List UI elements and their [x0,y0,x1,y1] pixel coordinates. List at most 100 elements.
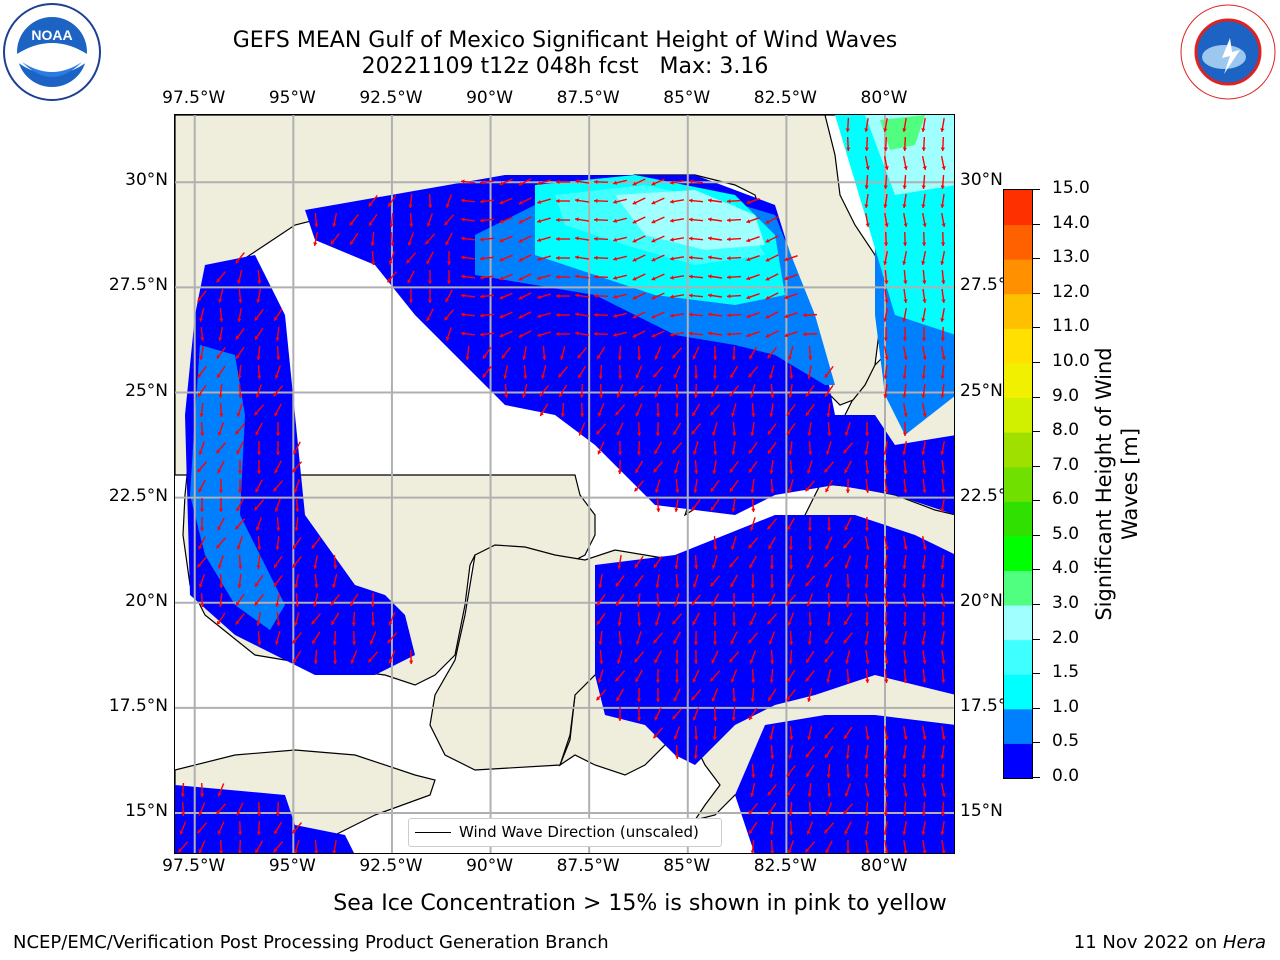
lon-tick-bottom: 92.5°W [359,856,423,876]
wave-arrow [770,649,775,665]
wave-arrow [314,839,319,853]
wave-arrow [558,366,568,378]
wave-arrow [940,440,946,456]
wave-arrow [235,346,245,360]
wave-arrow [767,422,777,436]
wave-arrow [787,612,795,626]
wave-arrow [922,649,927,665]
wave-arrow [902,250,908,266]
wave-arrow [826,611,831,627]
wave-arrow [578,422,586,436]
wave-arrow [674,649,680,665]
wave-arrow [465,345,470,361]
wave-arrow [784,255,798,262]
wave-arrow [479,256,495,261]
colorbar-tick-label: 11.0 [1052,316,1090,337]
wave-arrow [632,292,646,300]
wave-arrow [902,155,908,171]
wave-arrow [615,574,625,588]
wave-arrow [712,345,718,361]
wave-arrow [499,311,513,319]
wave-arrow [842,803,854,815]
wave-arrow [654,612,661,626]
wave-arrow [593,217,609,222]
wave-arrow [804,841,816,853]
wave-arrow [884,478,889,494]
wave-arrow [669,275,685,280]
wave-arrow [292,536,302,550]
wave-arrow [673,460,680,474]
wave-arrow [710,498,720,512]
wave-arrow [788,801,793,817]
wave-arrow [844,422,851,436]
wave-arrow [688,236,704,241]
colorbar-tick-mark [1033,534,1040,536]
wave-arrow [769,402,774,418]
wave-arrow [574,293,590,298]
wave-arrow [537,179,551,186]
wave-arrow [883,155,889,171]
wave-arrow [902,554,907,570]
wave-arrow [921,136,926,152]
wave-arrow [236,802,244,816]
wave-arrow [593,198,609,203]
wave-arrow [272,385,284,397]
wave-arrow [632,216,646,224]
wave-arrow [922,839,927,853]
wave-arrow [688,217,704,222]
wave-arrow [537,331,551,338]
wave-arrow [940,744,945,760]
wave-arrow [255,517,262,531]
wave-arrow [216,271,226,283]
wave-arrow [712,364,718,380]
wave-arrow [499,178,513,186]
wave-arrow [864,611,870,627]
colorbar-segment [1004,224,1032,260]
wave-arrow [921,744,926,760]
wave-arrow [746,273,760,281]
wave-arrow [712,725,717,741]
legend-label: Wind Wave Direction (unscaled) [459,823,699,841]
wave-arrow [294,516,299,532]
colorbar-tick-label: 14.0 [1052,212,1090,233]
wave-arrow [903,668,908,684]
wave-arrow [805,384,815,398]
wave-arrow [921,630,926,646]
wave-arrow [693,744,698,760]
wave-arrow [789,459,794,475]
wave-arrow [313,231,319,247]
wave-arrow [460,293,476,298]
wave-arrow [902,801,907,817]
lon-tick-top: 97.5°W [162,88,226,108]
wave-arrow [294,573,299,589]
wave-arrow [651,178,665,186]
wave-arrow [276,345,281,361]
wave-arrow [805,746,815,758]
wave-arrow [254,574,264,588]
wave-arrow [558,384,568,398]
wave-arrow [255,384,263,398]
wave-arrow [499,292,513,300]
wave-arrow [941,288,946,304]
colorbar-tick-label: 13.0 [1052,247,1090,268]
wave-arrow [615,688,625,702]
wave-arrow [884,288,889,304]
wave-arrow [198,840,206,853]
wave-arrow [731,706,736,722]
wave-arrow [653,650,663,664]
wave-arrow [672,422,682,436]
wave-arrow [388,650,396,664]
wave-height-region [735,715,954,853]
colorbar-segment [1004,743,1032,779]
wave-arrow [479,275,495,280]
wave-arrow [769,726,775,740]
wave-arrow [883,364,888,380]
wave-arrow [902,307,907,323]
wave-arrow [726,313,742,318]
wave-arrow [940,250,946,266]
wave-arrow [445,232,453,246]
wave-arrow [749,612,757,626]
wave-arrow [748,803,758,815]
wave-arrow [673,365,681,379]
wave-arrow [655,402,661,418]
